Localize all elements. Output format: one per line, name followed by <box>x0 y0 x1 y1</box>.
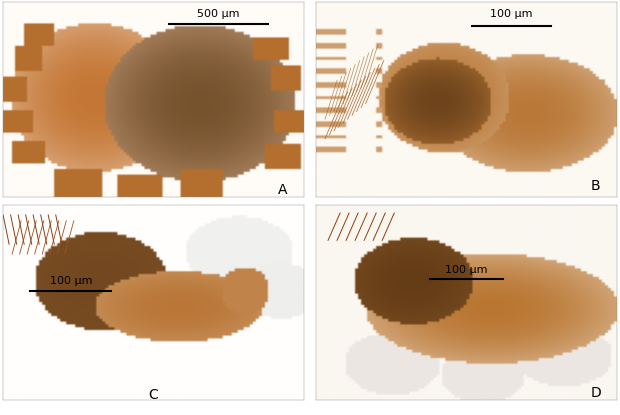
Text: 500 μm: 500 μm <box>197 9 239 19</box>
Text: A: A <box>278 183 288 197</box>
Text: B: B <box>591 178 601 193</box>
Text: 100 μm: 100 μm <box>445 264 488 274</box>
Text: 100 μm: 100 μm <box>490 9 533 19</box>
Text: 100 μm: 100 μm <box>50 276 92 286</box>
Text: D: D <box>590 386 601 400</box>
Text: C: C <box>149 388 159 402</box>
